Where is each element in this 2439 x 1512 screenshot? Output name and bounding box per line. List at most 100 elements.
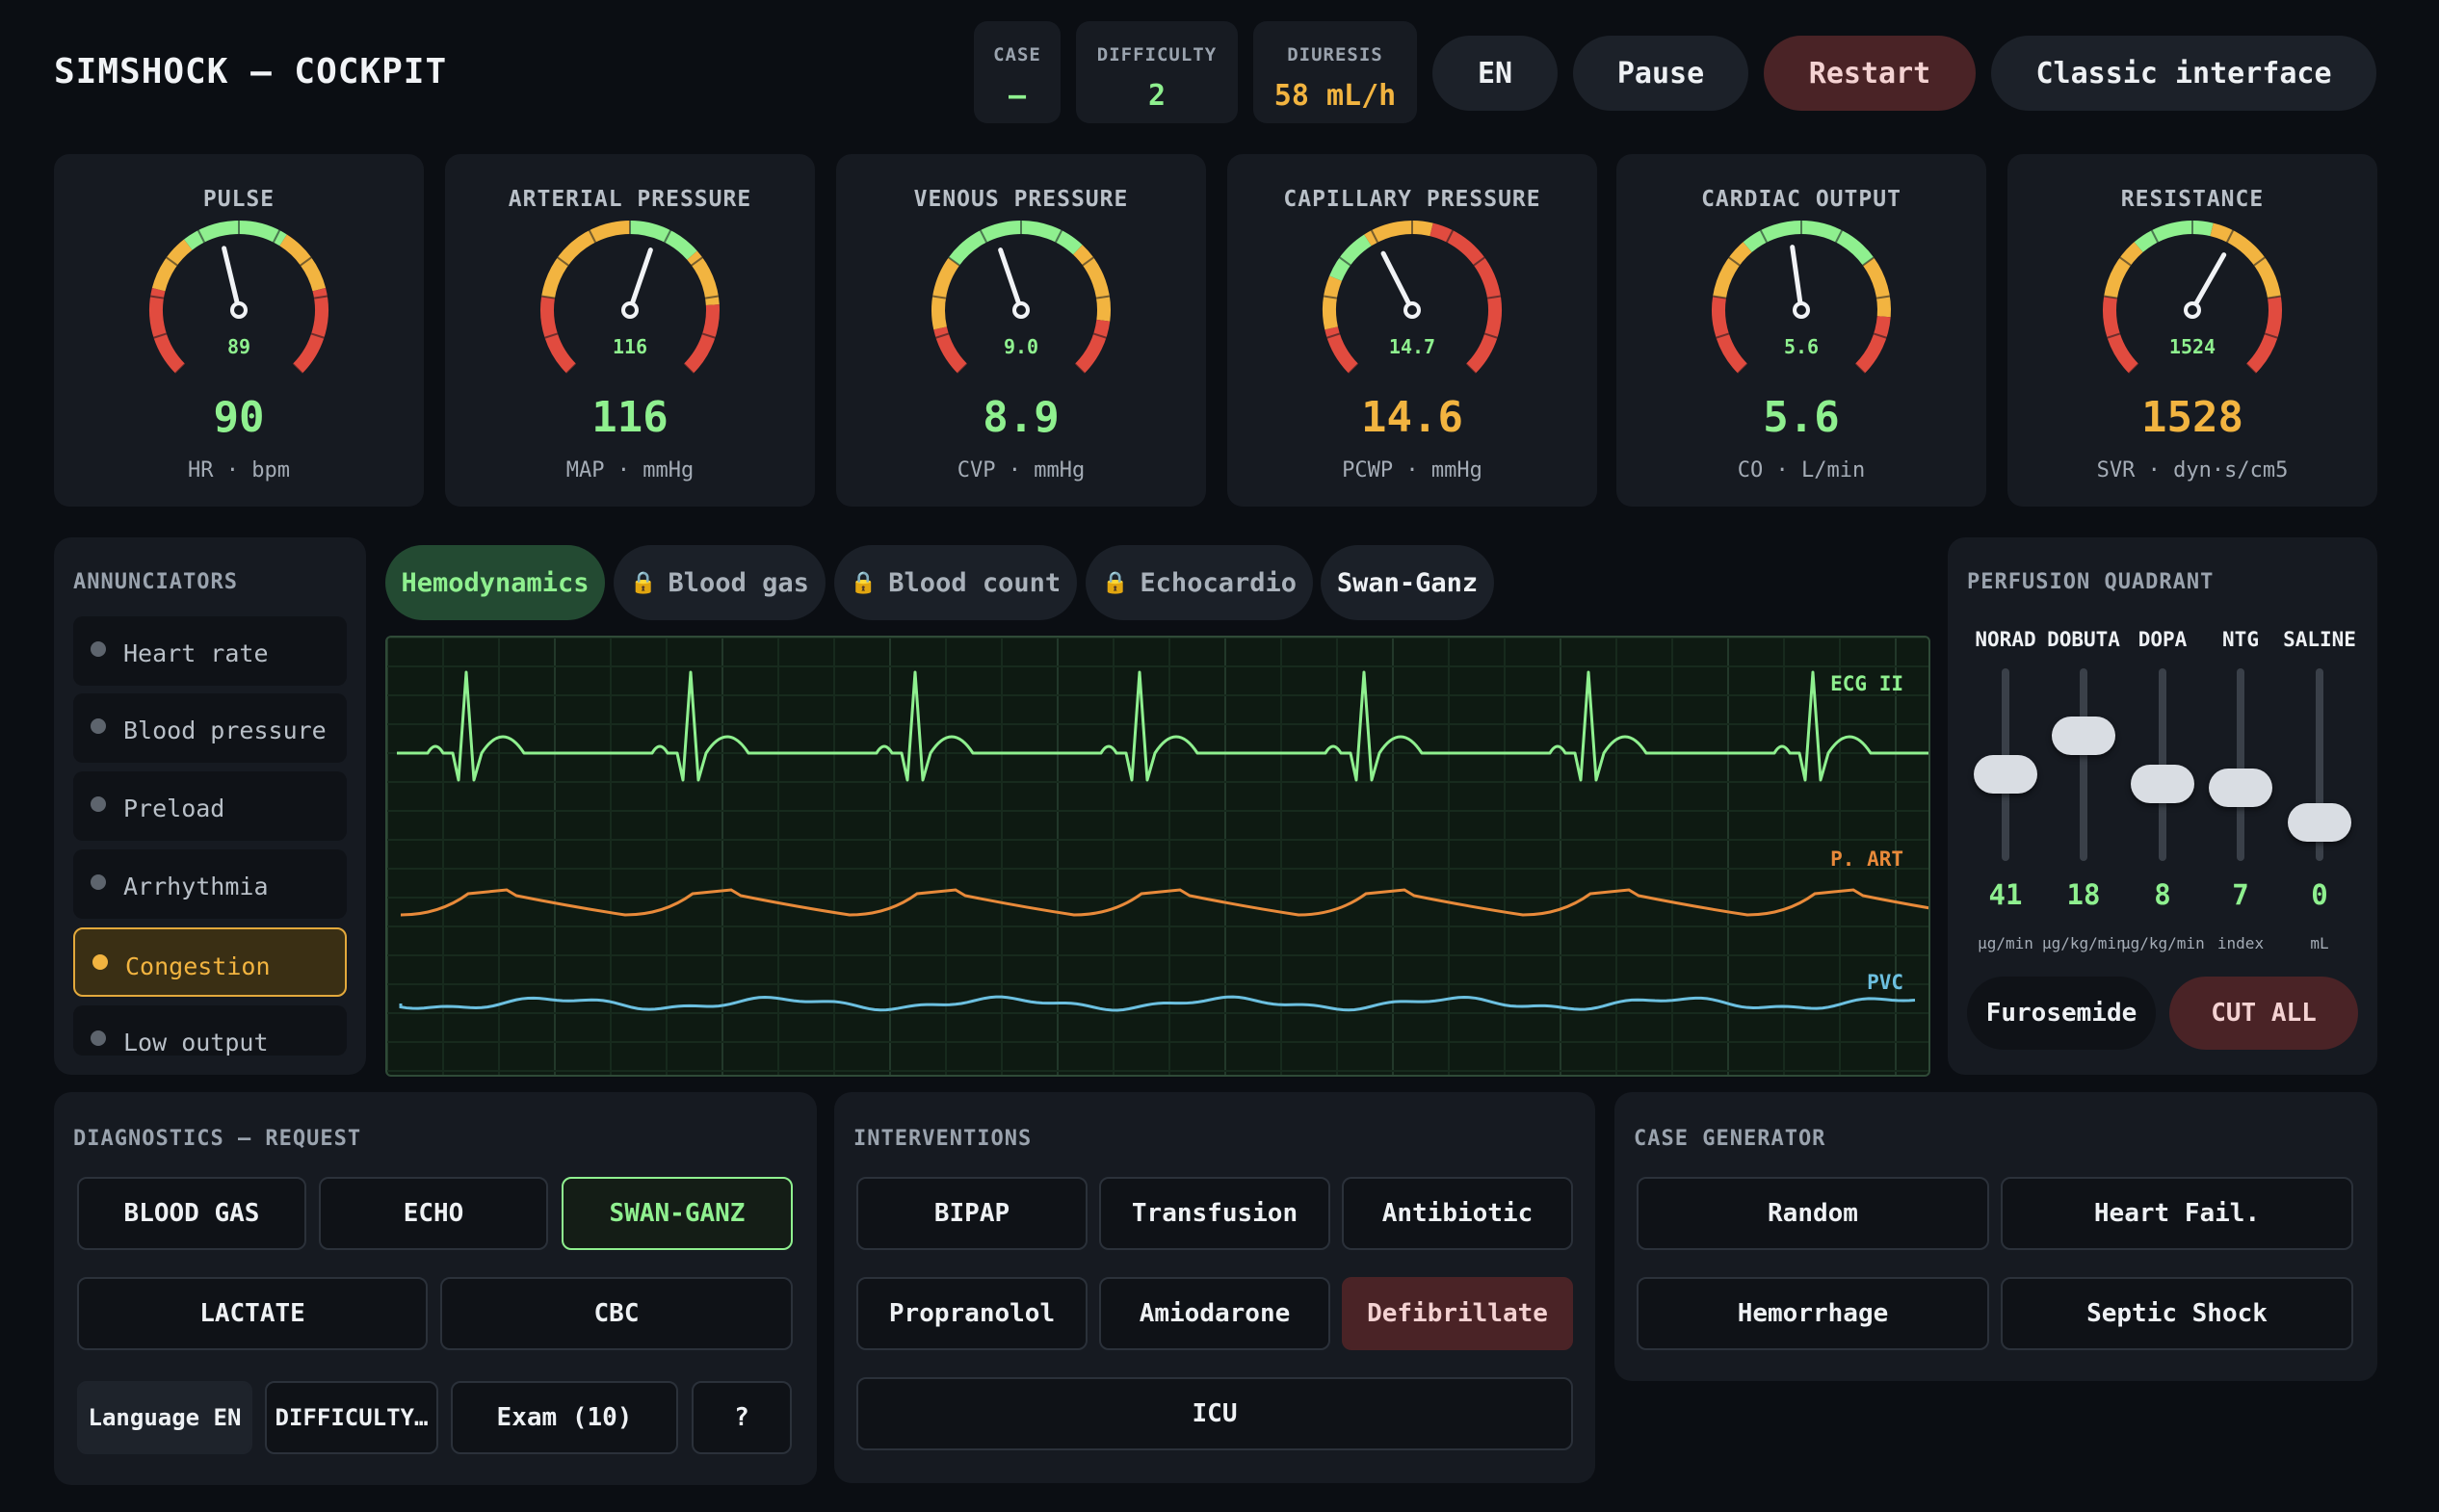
- gauge-tick: [272, 229, 281, 244]
- echo-button[interactable]: ECHO: [319, 1177, 548, 1250]
- gauge-value: 8.9: [983, 393, 1060, 442]
- drug-slider-handle[interactable]: [2209, 769, 2272, 807]
- drug-slider-handle[interactable]: [2052, 717, 2115, 755]
- gauge-tick: [948, 256, 960, 267]
- gauge-tick: [1862, 256, 1875, 267]
- drug-slider-handle[interactable]: [2288, 803, 2351, 842]
- drug-slider-track[interactable]: [2316, 668, 2323, 861]
- gauge-unit: MAP · mmHg: [565, 458, 695, 482]
- waveform-monitor: ECG II P. ART PVC: [385, 636, 1930, 1077]
- diuresis-stat: DIURESIS 58 mL/h: [1253, 21, 1417, 123]
- defibrillate-button[interactable]: Defibrillate: [1342, 1277, 1573, 1350]
- tab-label: Swan-Ganz: [1336, 567, 1479, 598]
- perfusion-title: PERFUSION QUADRANT: [1967, 570, 2215, 594]
- gauge-needle: [2190, 252, 2227, 313]
- gauge-tick: [2103, 295, 2118, 300]
- cut-all-button[interactable]: CUT ALL: [2169, 977, 2358, 1050]
- blood-gas-button[interactable]: BLOOD GAS: [77, 1177, 306, 1250]
- restart-button[interactable]: Restart: [1764, 36, 1976, 111]
- gauge-tick: [2107, 332, 2121, 339]
- diuresis-value: 58 mL/h: [1273, 79, 1397, 113]
- furosemide-button[interactable]: Furosemide: [1967, 977, 2156, 1050]
- exam-button[interactable]: Exam (10): [451, 1381, 678, 1454]
- random-case-button[interactable]: Random: [1637, 1177, 1989, 1250]
- bipap-button[interactable]: BIPAP: [856, 1177, 1088, 1250]
- gauge-tick: [540, 295, 556, 300]
- antibiotic-button[interactable]: Antibiotic: [1342, 1177, 1573, 1250]
- gauge-tick: [2119, 256, 2132, 267]
- gauge-arc-segment: [931, 257, 960, 330]
- arterial-waveform: [400, 888, 1928, 917]
- hemorrhage-case-button[interactable]: Hemorrhage: [1637, 1277, 1989, 1350]
- pause-button[interactable]: Pause: [1573, 36, 1748, 111]
- gauge-card: CARDIAC OUTPUT 5.6 5.6 CO · L/min: [1616, 154, 1986, 507]
- language-setting-button[interactable]: Language EN: [77, 1381, 252, 1454]
- drug-slider-track[interactable]: [2237, 668, 2244, 861]
- gauge-value: 14.6: [1361, 393, 1463, 442]
- gauge-tick: [2267, 295, 2282, 300]
- gauge-tick: [544, 332, 559, 339]
- annunciator-item: Arrhythmia: [73, 849, 347, 919]
- difficulty-button[interactable]: DIFFICULTY…: [265, 1381, 438, 1454]
- transfusion-button[interactable]: Transfusion: [1099, 1177, 1330, 1250]
- drug-slider-handle[interactable]: [2131, 765, 2194, 803]
- lactate-button[interactable]: LACTATE: [77, 1277, 428, 1350]
- gauge-hub: [1012, 301, 1030, 319]
- art-label: P. ART: [1830, 847, 1903, 871]
- tab-echocardio[interactable]: 🔒 Echocardio: [1086, 545, 1313, 620]
- gauge-dial: 89: [149, 221, 328, 375]
- gauge-tick: [1759, 229, 1769, 244]
- gauge-arc-segment: [1429, 222, 1502, 374]
- cbc-button[interactable]: CBC: [440, 1277, 793, 1350]
- gauge-arc-segment: [2210, 222, 2281, 299]
- drug-slider-track[interactable]: [2080, 668, 2087, 861]
- gauge-tick: [1092, 332, 1107, 339]
- case-value: –: [1008, 79, 1027, 113]
- icu-button[interactable]: ICU: [856, 1377, 1573, 1450]
- tab-hemodynamics[interactable]: Hemodynamics: [385, 545, 605, 620]
- drug-unit: µg/kg/min: [2042, 934, 2125, 952]
- tab-swan-ganz[interactable]: Swan-Ganz: [1321, 545, 1494, 620]
- amiodarone-button[interactable]: Amiodarone: [1099, 1277, 1330, 1350]
- drug-slider-handle[interactable]: [1974, 755, 2037, 794]
- tab-blood-gas[interactable]: 🔒 Blood gas: [614, 545, 826, 620]
- gauge-dial-value: 89: [227, 335, 250, 358]
- gauge-needle: [1380, 250, 1415, 313]
- gauge-hub: [1403, 301, 1421, 319]
- gauge-arc-segment: [1743, 221, 1875, 266]
- gauge-label: ARTERIAL PRESSURE: [508, 187, 752, 212]
- annunciator-item: Low output: [73, 1005, 347, 1056]
- gauge-value: 116: [591, 393, 669, 442]
- propranolol-button[interactable]: Propranolol: [856, 1277, 1088, 1350]
- gauge-arc-segment: [292, 287, 328, 374]
- classic-interface-button[interactable]: Classic interface: [1991, 36, 2376, 111]
- help-button[interactable]: ?: [692, 1381, 792, 1454]
- drug-value: 18: [2066, 878, 2101, 911]
- drug-value: 8: [2154, 878, 2171, 911]
- gauge-label: CARDIAC OUTPUT: [1701, 187, 1901, 212]
- gauge-arc-segment: [1364, 221, 1433, 247]
- gauge-tick: [1445, 229, 1455, 244]
- diagnostics-title: DIAGNOSTICS — REQUEST: [73, 1127, 362, 1151]
- swan-ganz-button[interactable]: SWAN-GANZ: [562, 1177, 793, 1250]
- gauge-unit: CO · L/min: [1737, 458, 1866, 482]
- status-dot-icon: [91, 796, 106, 812]
- difficulty-label: DIFFICULTY: [1096, 44, 1218, 65]
- drug-unit: index: [2216, 934, 2265, 952]
- gauge-tick: [1716, 332, 1730, 339]
- gauge-dial-value: 116: [613, 335, 647, 358]
- gauge-dial: 14.7: [1323, 221, 1502, 375]
- gauge-tick: [2264, 332, 2278, 339]
- language-button[interactable]: EN: [1432, 36, 1558, 111]
- tab-blood-count[interactable]: 🔒 Blood count: [834, 545, 1077, 620]
- gauge-tick: [957, 363, 968, 375]
- gauge-hub: [1793, 301, 1810, 319]
- gauge-tick: [313, 295, 328, 300]
- gauge-tick: [683, 363, 695, 375]
- heart-failure-case-button[interactable]: Heart Fail.: [2001, 1177, 2353, 1250]
- annunciator-item: Blood pressure: [73, 693, 347, 763]
- gauge-label: CAPILLARY PRESSURE: [1283, 187, 1541, 212]
- septic-shock-case-button[interactable]: Septic Shock: [2001, 1277, 2353, 1350]
- gauge-arc-segment: [2103, 296, 2139, 374]
- gauge-dial-value: 5.6: [1784, 335, 1819, 358]
